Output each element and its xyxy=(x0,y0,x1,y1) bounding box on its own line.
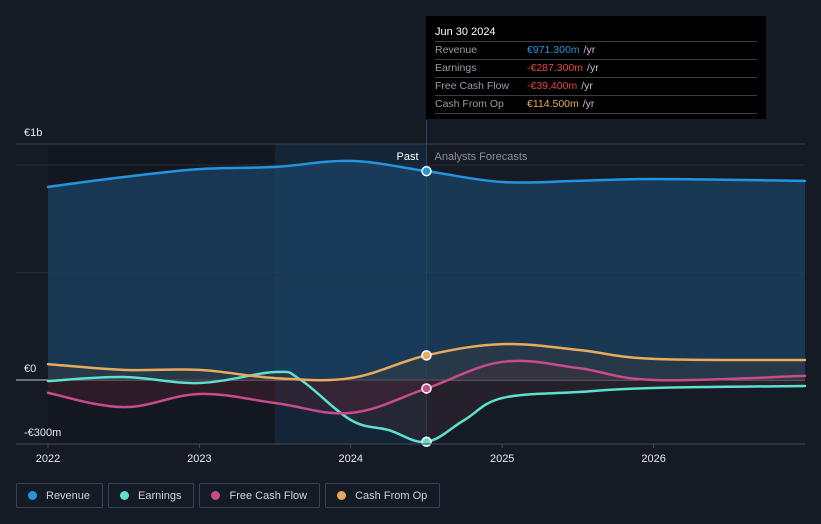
marker-revenue xyxy=(421,165,432,177)
tooltip-label: Free Cash Flow xyxy=(435,80,510,92)
y-tick-label: -€300m xyxy=(24,427,61,439)
forecast-label: Analysts Forecasts xyxy=(435,151,528,163)
tooltip-row-cash-from-op: Cash From Op €114.500m /yr xyxy=(435,96,757,114)
marker-cash-from-op xyxy=(421,350,432,361)
tooltip-row-free-cash-flow: Free Cash Flow -€39.400m /yr xyxy=(435,78,757,96)
line-revenue xyxy=(46,159,807,189)
x-tick-label: 2024 xyxy=(339,453,363,465)
tooltip-unit: /yr xyxy=(582,98,595,110)
line-earnings xyxy=(46,370,807,444)
past-label: Past xyxy=(396,151,418,163)
legend-item-earnings[interactable]: Earnings xyxy=(108,483,195,508)
tooltip-value: €114.500m xyxy=(527,98,579,110)
tooltip-value: €971.300m xyxy=(527,44,580,56)
legend-label: Cash From Op xyxy=(355,489,428,502)
legend-dot-icon xyxy=(28,491,37,500)
tooltip-label: Cash From Op xyxy=(435,98,504,110)
legend-dot-icon xyxy=(211,491,221,500)
tooltip-unit: /yr xyxy=(581,80,593,92)
tooltip-value: -€39.400m xyxy=(527,80,578,92)
legend-label: Free Cash Flow xyxy=(229,489,308,502)
tooltip-value: -€287.300m xyxy=(527,62,584,74)
legend-dot-icon xyxy=(337,491,347,500)
line-free-cash-flow xyxy=(46,359,807,415)
area-cash-from-op xyxy=(48,343,805,381)
legend-item-revenue[interactable]: Revenue xyxy=(16,483,104,508)
tooltip-row-revenue: Revenue €971.300m /yr xyxy=(435,42,757,60)
tooltip-row-earnings: Earnings -€287.300m /yr xyxy=(435,60,757,78)
legend-label: Earnings xyxy=(138,489,182,502)
x-tick-label: 2023 xyxy=(187,453,211,465)
x-tick-label: 2022 xyxy=(36,453,60,465)
tooltip-label: Earnings xyxy=(435,62,477,74)
legend-item-cash-from-op[interactable]: Cash From Op xyxy=(325,483,441,508)
area-revenue xyxy=(48,160,805,380)
marker-free-cash-flow xyxy=(421,383,432,394)
legend: Revenue Earnings Free Cash Flow Cash Fro… xyxy=(16,483,441,508)
tooltip-unit: /yr xyxy=(587,62,599,74)
tooltip-date: Jun 30 2024 xyxy=(435,24,757,42)
marker-earnings xyxy=(421,436,432,448)
legend-dot-icon xyxy=(120,491,130,500)
x-tick-label: 2025 xyxy=(490,453,514,465)
tooltip: Jun 30 2024 Revenue €971.300m /yr Earnin… xyxy=(426,16,766,119)
line-cash-from-op xyxy=(46,342,807,382)
legend-label: Revenue xyxy=(46,489,91,502)
tooltip-unit: /yr xyxy=(583,44,596,56)
y-tick-label: €0 xyxy=(24,363,36,375)
tooltip-label: Revenue xyxy=(435,44,478,56)
x-tick-label: 2026 xyxy=(641,453,665,465)
y-tick-label: €1b xyxy=(24,127,42,139)
legend-item-free-cash-flow[interactable]: Free Cash Flow xyxy=(199,483,321,508)
